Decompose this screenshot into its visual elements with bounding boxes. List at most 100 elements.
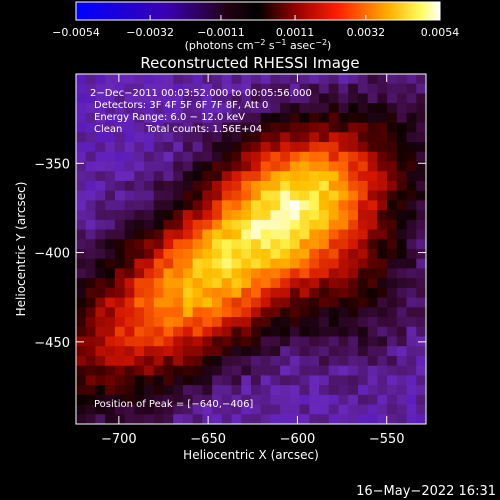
heatmap-cell <box>319 161 330 172</box>
heatmap-cell <box>338 161 349 172</box>
heatmap-cell <box>231 122 242 133</box>
heatmap-cell <box>173 278 184 289</box>
heatmap-cell <box>173 394 184 406</box>
heatmap-cell <box>105 83 116 95</box>
heatmap-cell <box>114 404 126 415</box>
heatmap-cell <box>114 355 126 367</box>
heatmap-cell <box>396 317 408 328</box>
heatmap-cell <box>406 414 417 424</box>
heatmap-cell <box>299 161 310 172</box>
heatmap-cell <box>309 142 320 153</box>
heatmap-cell <box>416 200 426 211</box>
heatmap-cell <box>338 151 349 163</box>
heatmap-cell <box>124 307 135 318</box>
heatmap-cell <box>251 103 262 114</box>
heatmap-cell <box>387 336 398 347</box>
heatmap-cell <box>124 268 135 279</box>
heatmap-cell <box>221 307 233 318</box>
heatmap-cell <box>105 151 116 163</box>
heatmap-cell <box>357 355 369 367</box>
colorbar-unit-label: (photons cm−2 s−1 asec−2) <box>185 38 332 52</box>
heatmap-cell <box>95 375 106 386</box>
heatmap-cell <box>85 103 97 114</box>
heatmap-cell <box>105 365 116 376</box>
heatmap-cell <box>202 258 213 270</box>
heatmap-cell <box>270 394 281 406</box>
heatmap-cell <box>406 394 417 406</box>
heatmap-cell <box>289 394 301 406</box>
heatmap-cell <box>124 287 135 299</box>
heatmap-cell <box>202 112 213 124</box>
heatmap-cell <box>212 394 223 406</box>
heatmap-cell <box>357 346 369 357</box>
heatmap-cell <box>299 258 310 270</box>
heatmap-cell <box>280 258 291 270</box>
heatmap-cell <box>144 142 155 153</box>
heatmap-cell <box>396 307 408 318</box>
heatmap-cell <box>153 287 165 299</box>
heatmap-cell <box>134 365 145 376</box>
heatmap-cell <box>212 190 223 201</box>
heatmap-cell <box>260 404 272 415</box>
heatmap-cell <box>309 219 320 231</box>
heatmap-cell <box>76 326 87 338</box>
heatmap-cell <box>173 307 184 318</box>
heatmap-cell <box>202 346 213 357</box>
heatmap-cell <box>280 385 291 396</box>
heatmap-cell <box>95 326 106 338</box>
heatmap-cell <box>416 268 426 279</box>
heatmap-cell <box>76 103 87 114</box>
heatmap-cell <box>231 375 242 386</box>
heatmap-cell <box>124 142 135 153</box>
heatmap-cell <box>260 287 272 299</box>
heatmap-cell <box>163 297 174 308</box>
heatmap-cell <box>202 142 213 153</box>
heatmap-cell <box>144 200 155 211</box>
heatmap-cell <box>241 258 252 270</box>
heatmap-cell <box>377 249 388 260</box>
heatmap-cell <box>387 161 398 172</box>
heatmap-cell <box>338 180 349 192</box>
heatmap-cell <box>114 132 126 143</box>
heatmap-cell <box>173 200 184 211</box>
heatmap-cell <box>416 83 426 95</box>
heatmap-cell <box>173 258 184 270</box>
heatmap-cell <box>309 151 320 163</box>
heatmap-cell <box>309 171 320 182</box>
heatmap-cell <box>173 112 184 124</box>
heatmap-cell <box>280 365 291 376</box>
heatmap-cell <box>319 132 330 143</box>
heatmap-cell <box>134 83 145 95</box>
heatmap-cell <box>416 180 426 192</box>
heatmap-cell <box>153 365 165 376</box>
heatmap-cell <box>95 112 106 124</box>
heatmap-cell <box>251 219 262 231</box>
heatmap-cell <box>124 365 135 376</box>
heatmap-cell <box>202 219 213 231</box>
heatmap-cell <box>114 249 126 260</box>
heatmap-cell <box>114 200 126 211</box>
heatmap-cell <box>182 268 194 279</box>
heatmap-cell <box>241 307 252 318</box>
heatmap-cell <box>348 317 359 328</box>
heatmap-cell <box>153 375 165 386</box>
heatmap-cell <box>367 287 378 299</box>
heatmap-cell <box>182 190 194 201</box>
heatmap-cell <box>357 365 369 376</box>
heatmap-cell <box>182 326 194 338</box>
colorbar-tick-label: 0.0032 <box>347 26 386 39</box>
heatmap-cell <box>76 132 87 143</box>
heatmap-cell <box>319 317 330 328</box>
heatmap-cell <box>416 278 426 289</box>
heatmap-cell <box>202 83 213 95</box>
heatmap-cell <box>338 239 349 250</box>
heatmap-cell <box>153 268 165 279</box>
heatmap-cell <box>85 258 97 270</box>
heatmap-cell <box>377 336 388 347</box>
heatmap-cell <box>319 365 330 376</box>
heatmap-cell <box>280 249 291 260</box>
heatmap-cell <box>241 346 252 357</box>
heatmap-cell <box>95 200 106 211</box>
heatmap-cell <box>387 180 398 192</box>
